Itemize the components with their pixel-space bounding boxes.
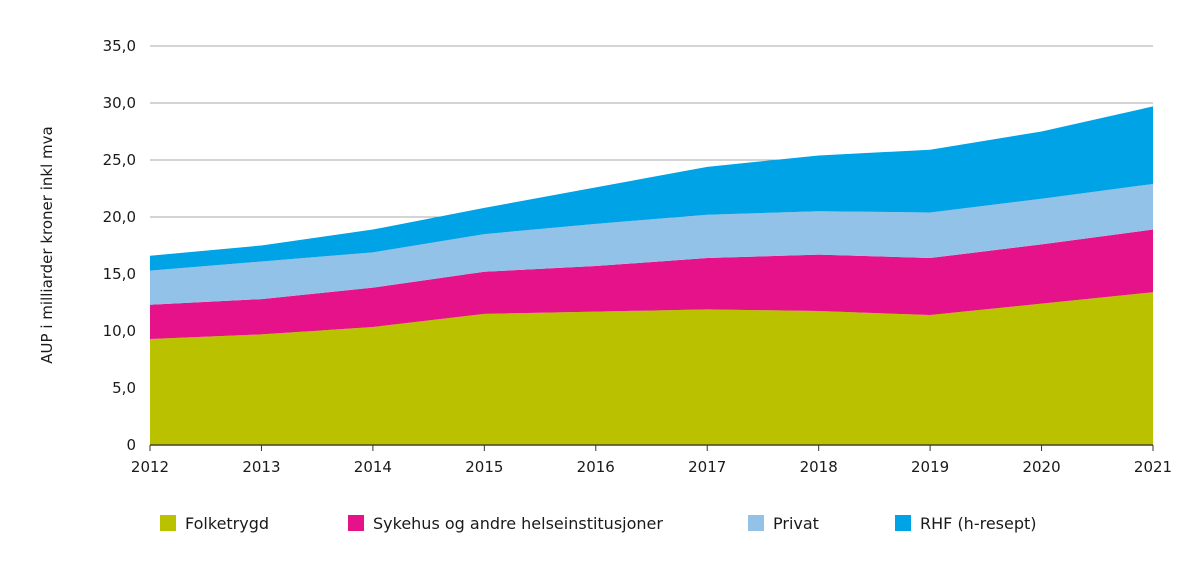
area-sykehus-og-andre-helseinstitusjoner: [150, 229, 1153, 339]
legend-swatch: [748, 515, 764, 531]
legend: Folketrygd Sykehus og andre helseinstitus…: [160, 514, 1037, 533]
legend-item: RHF (h-resept): [895, 514, 1037, 533]
legend-label: Folketrygd: [185, 514, 269, 533]
x-tick-label: 2017: [688, 458, 726, 476]
legend-label: RHF (h-resept): [920, 514, 1037, 533]
legend-label: Privat: [773, 514, 819, 533]
legend-label: Sykehus og andre helseinstitusjoner: [373, 514, 663, 533]
y-axis-label: AUP i milliarder kroner inkl mva: [38, 126, 56, 363]
legend-swatch: [348, 515, 364, 531]
area-privat: [150, 183, 1153, 305]
y-axis-ticks: 0 5,0 10,0 15,0 20,0 25,0 30,0 35,0: [103, 37, 136, 454]
y-tick-label: 35,0: [103, 37, 136, 55]
area-folketrygd: [150, 292, 1153, 445]
area-series: [150, 106, 1153, 446]
y-tick-label: 25,0: [103, 151, 136, 169]
legend-item: Folketrygd: [160, 514, 269, 533]
x-tick-label: 2018: [800, 458, 838, 476]
x-tick-label: 2016: [577, 458, 615, 476]
x-tick-label: 2012: [131, 458, 169, 476]
y-tick-label: 15,0: [103, 265, 136, 283]
y-tick-label: 0: [126, 436, 136, 454]
x-tick-label: 2019: [911, 458, 949, 476]
legend-swatch: [160, 515, 176, 531]
x-tick-label: 2021: [1134, 458, 1172, 476]
x-tick-label: 2020: [1022, 458, 1060, 476]
legend-item: Privat: [748, 514, 819, 533]
y-tick-label: 20,0: [103, 208, 136, 226]
x-tick-label: 2014: [354, 458, 392, 476]
legend-swatch: [895, 515, 911, 531]
y-tick-label: 30,0: [103, 94, 136, 112]
y-tick-label: 5,0: [112, 379, 136, 397]
x-axis-ticks: 2012 2013 2014 2015 2016 2017 2018 2019 2020 2021: [131, 445, 1172, 476]
legend-item: Sykehus og andre helseinstitusjoner: [348, 514, 663, 533]
area-rhf-h-resept: [150, 106, 1153, 271]
y-tick-label: 10,0: [103, 322, 136, 340]
x-tick-label: 2013: [242, 458, 280, 476]
x-tick-label: 2015: [465, 458, 503, 476]
